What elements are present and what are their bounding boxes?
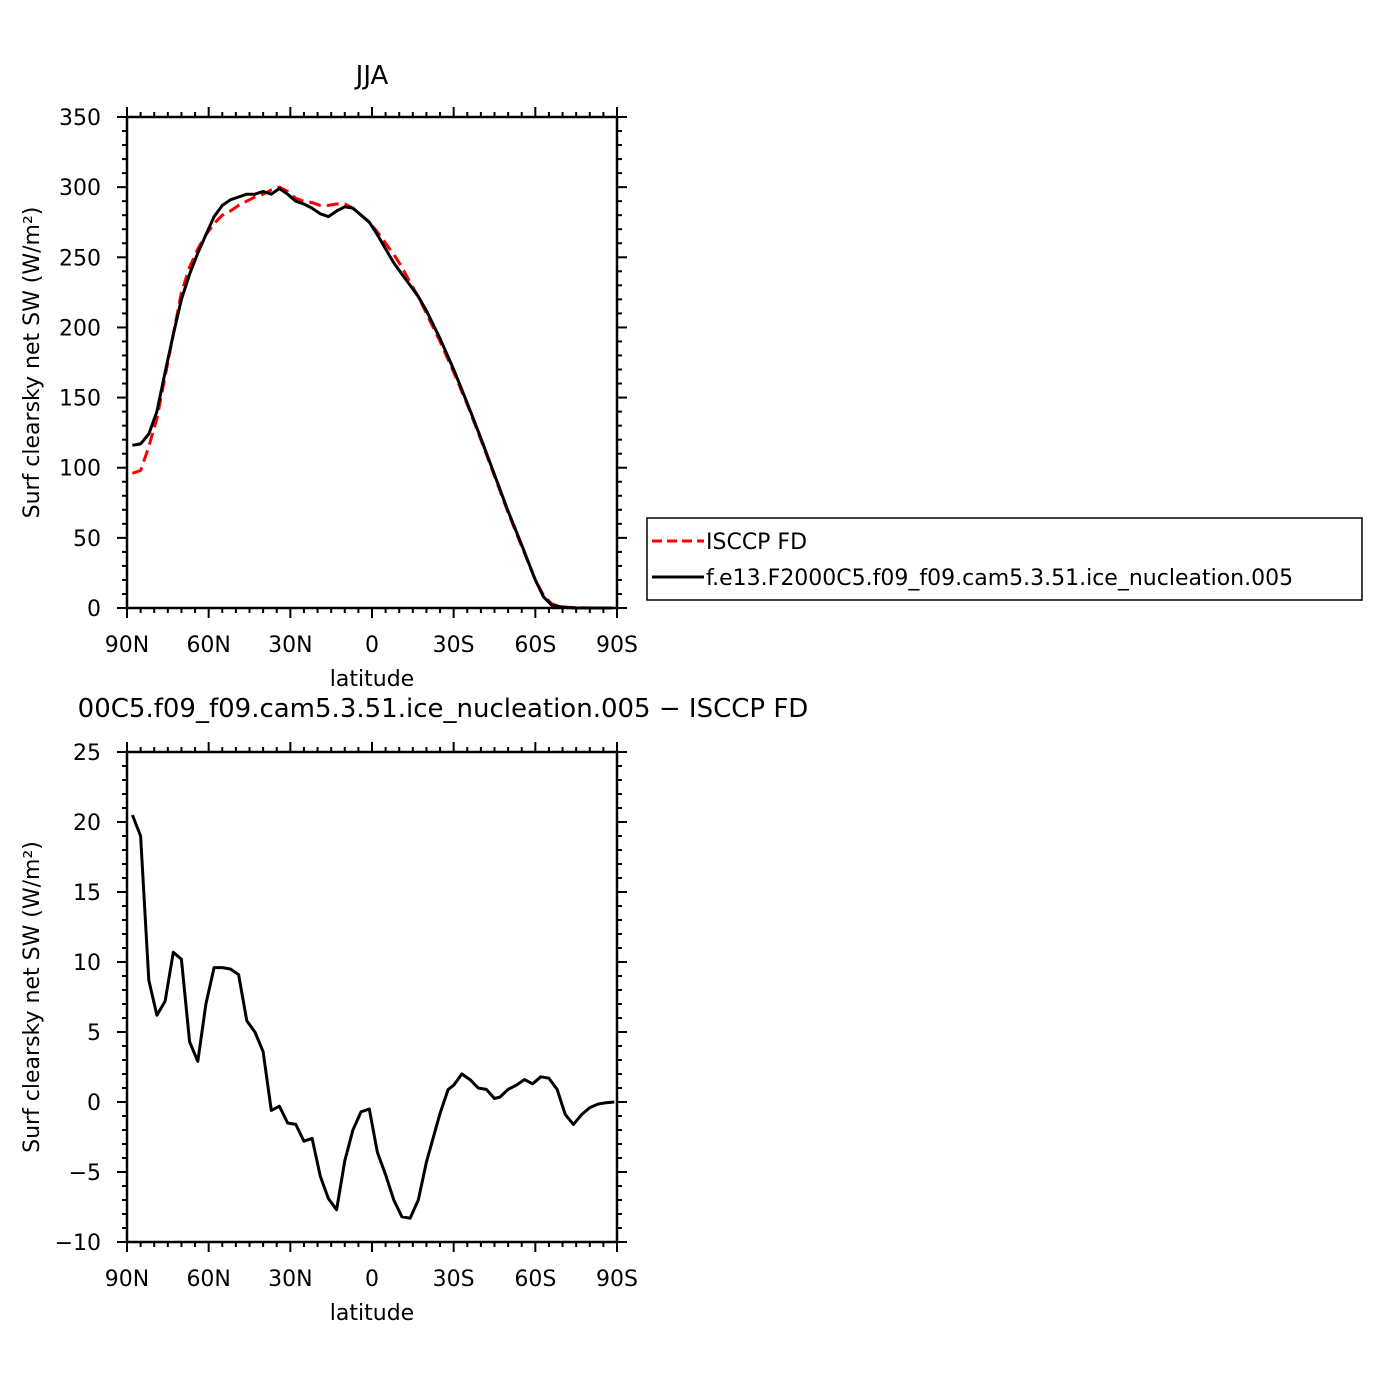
y-tick-label: 200 xyxy=(59,316,101,341)
y-tick-label: 50 xyxy=(73,527,101,552)
x-axis-title: latitude xyxy=(330,1301,414,1326)
y-tick-label: 350 xyxy=(59,106,101,131)
x-tick-label: 30S xyxy=(433,1267,475,1292)
legend-label: f.e13.F2000C5.f09_f09.cam5.3.51.ice_nucl… xyxy=(706,566,1293,591)
y-axis-title: Surf clearsky net SW (W/m²) xyxy=(20,207,45,519)
y-tick-label: 0 xyxy=(87,1091,101,1116)
y-tick-label: −5 xyxy=(69,1161,101,1186)
legend-box xyxy=(646,517,1363,601)
y-tick-label: −10 xyxy=(55,1231,101,1256)
plot-title: JJA xyxy=(354,61,389,91)
x-tick-label: 30N xyxy=(268,1267,312,1292)
y-tick-label: 150 xyxy=(59,387,101,412)
plot-title: 00C5.f09_f09.cam5.3.51.ice_nucleation.00… xyxy=(78,694,809,724)
y-tick-label: 10 xyxy=(73,951,101,976)
y-tick-label: 300 xyxy=(59,176,101,201)
x-tick-label: 60N xyxy=(186,633,230,658)
x-tick-label: 60S xyxy=(514,633,556,658)
x-tick-label: 90S xyxy=(596,633,638,658)
y-tick-label: 250 xyxy=(59,246,101,271)
y-tick-label: 15 xyxy=(73,881,101,906)
series-line xyxy=(132,187,612,610)
x-tick-label: 0 xyxy=(365,633,379,658)
bottom-plot: 00C5.f09_f09.cam5.3.51.ice_nucleation.00… xyxy=(20,694,808,1326)
x-tick-label: 90S xyxy=(596,1267,638,1292)
series-line xyxy=(131,814,615,1220)
plot-frame xyxy=(125,115,619,610)
x-tick-label: 90N xyxy=(105,633,149,658)
y-tick-label: 100 xyxy=(59,457,101,482)
x-tick-label: 90N xyxy=(105,1267,149,1292)
x-axis-title: latitude xyxy=(330,667,414,692)
x-tick-label: 60S xyxy=(514,1267,556,1292)
y-tick-label: 20 xyxy=(73,811,101,836)
legend-label: ISCCP FD xyxy=(706,530,807,555)
y-tick-label: 25 xyxy=(73,741,101,766)
y-axis-title: Surf clearsky net SW (W/m²) xyxy=(20,841,45,1153)
y-tick-label: 0 xyxy=(87,597,101,622)
y-tick-label: 5 xyxy=(87,1021,101,1046)
x-tick-label: 30S xyxy=(433,633,475,658)
series-line xyxy=(131,185,612,610)
x-tick-label: 60N xyxy=(186,1267,230,1292)
x-tick-label: 30N xyxy=(268,633,312,658)
top-plot: JJA Surf clearsky net SW (W/m²) latitude 90… xyxy=(20,61,638,692)
x-tick-label: 0 xyxy=(365,1267,379,1292)
plot-frame xyxy=(125,750,619,1244)
legend: ISCCP FD f.e13.F2000C5.f09_f09.cam5.3.51.… xyxy=(646,517,1363,601)
